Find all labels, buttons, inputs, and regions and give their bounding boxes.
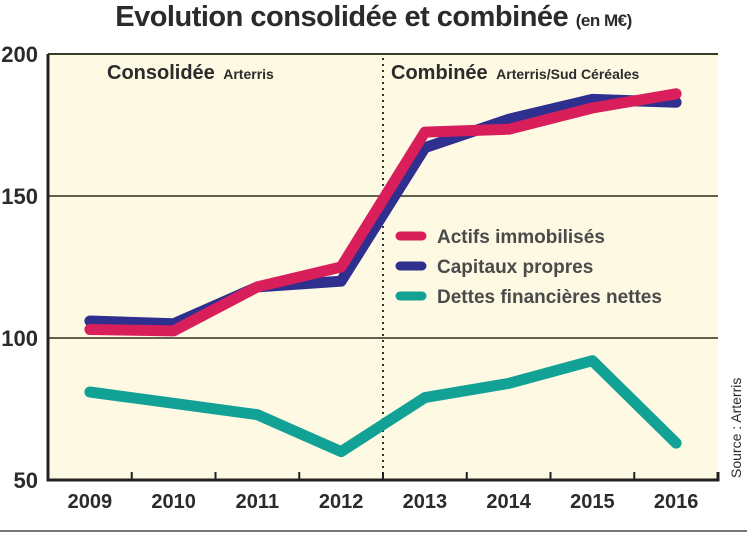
chart-title-unit: (en M€) <box>575 11 633 30</box>
section-label-combinee: Combinée Arterris/Sud Céréales <box>391 62 640 84</box>
section-sub: Arterris <box>223 66 274 82</box>
y-tick-labels: 200 150 100 50 <box>1 42 38 493</box>
series-line <box>84 88 682 337</box>
y-tick-label: 150 <box>1 184 38 209</box>
x-tick-marks <box>130 472 636 480</box>
section-sub: Arterris/Sud Céréales <box>496 66 639 82</box>
x-tick-label: 2014 <box>486 491 531 513</box>
legend: Actifs immobilisés Capitaux propres Dettes… <box>395 227 662 308</box>
y-tick-label: 50 <box>14 468 38 493</box>
x-tick-label: 2016 <box>654 491 699 513</box>
legend-label: Dettes financières nettes <box>437 287 662 308</box>
plot-background <box>48 54 718 480</box>
x-tick-labels: 2009 2010 2011 2012 2013 2014 2015 2016 <box>68 491 699 513</box>
x-tick-label: 2011 <box>236 491 279 513</box>
series-group <box>84 88 682 458</box>
x-tick-label: 2015 <box>570 491 615 513</box>
chart-title-main: Evolution consolidée et combinée <box>115 1 569 33</box>
legend-label: Capitaux propres <box>437 257 593 278</box>
x-tick-label: 2013 <box>403 491 448 513</box>
chart-title: Evolution consolidée et combinée (en M€) <box>0 0 747 38</box>
y-tick-label: 200 <box>1 42 38 67</box>
source-note: Source : Arterris <box>728 378 744 478</box>
x-tick-label: 2010 <box>151 491 196 513</box>
y-tick-label: 100 <box>1 326 38 351</box>
x-tick-label: 2009 <box>68 491 113 513</box>
x-tick-label: 2012 <box>319 491 364 513</box>
section-main: Combinée <box>391 62 488 84</box>
section-label-consolidee: Consolidée Arterris <box>107 62 274 84</box>
section-main: Consolidée <box>107 62 215 84</box>
legend-label: Actifs immobilisés <box>437 227 605 248</box>
series-line <box>84 355 682 458</box>
